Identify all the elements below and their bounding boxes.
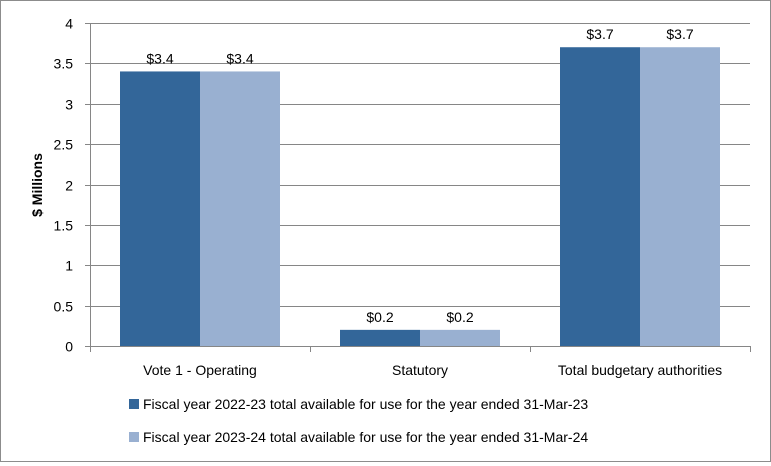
axes [85, 23, 751, 352]
bar [420, 329, 500, 346]
bar [120, 71, 200, 346]
bar [640, 47, 720, 346]
data-label: $3.4 [226, 50, 253, 66]
data-label: $3.4 [146, 50, 173, 66]
bar [560, 47, 640, 346]
bar [200, 71, 280, 346]
x-category-label: Total budgetary authorities [558, 362, 722, 378]
y-axis-title: $ Millions [29, 153, 45, 217]
bars [120, 47, 720, 346]
data-label: $0.2 [366, 309, 393, 325]
y-tick-label: 1 [65, 258, 73, 274]
y-tick-label: 0.5 [54, 299, 74, 315]
legend-swatch [129, 432, 139, 442]
y-tick-label: 3 [65, 97, 73, 113]
y-tick-label: 2.5 [54, 137, 74, 153]
bar [340, 329, 420, 346]
data-label: $0.2 [446, 309, 473, 325]
legend: Fiscal year 2022-23 total available for … [129, 396, 588, 445]
labels: 0 0.5 1 1.5 2 2.5 3 3.5 4 $3.4 $0.2 $3.7 $3.4 $0.2 $3.… [54, 16, 723, 379]
x-category-label: Statutory [392, 362, 448, 378]
x-category-label: Vote 1 - Operating [143, 362, 257, 378]
y-tick-label: 1.5 [54, 218, 74, 234]
y-tick-label: 3.5 [54, 56, 74, 72]
legend-label: Fiscal year 2023-24 total available for … [143, 429, 588, 445]
data-label: $3.7 [586, 26, 613, 42]
legend-swatch [129, 399, 139, 409]
y-tick-label: 2 [65, 178, 73, 194]
y-tick-label: 4 [65, 16, 73, 32]
data-label: $3.7 [666, 26, 693, 42]
legend-label: Fiscal year 2022-23 total available for … [143, 396, 588, 412]
y-tick-label: 0 [65, 339, 73, 355]
